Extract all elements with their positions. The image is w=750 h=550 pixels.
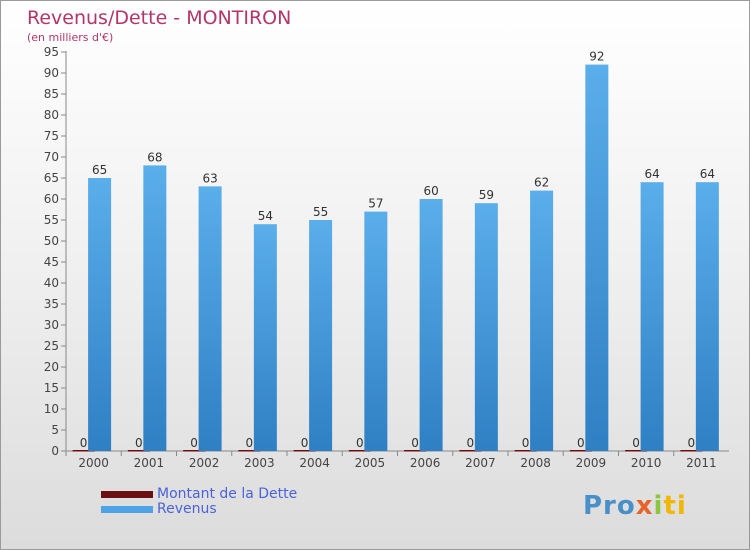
bar-dette (459, 450, 482, 452)
data-label-revenus: 68 (147, 150, 162, 164)
bar-dette (183, 450, 206, 452)
y-tick-label: 20 (44, 360, 59, 374)
bar-dette (680, 450, 703, 452)
bar-dette (72, 450, 95, 452)
data-label-dette: 0 (135, 436, 143, 450)
bar-revenus (530, 190, 554, 451)
data-label-dette: 0 (80, 436, 88, 450)
y-tick-label: 30 (44, 318, 59, 332)
y-tick-label: 10 (44, 402, 59, 416)
data-label-revenus: 92 (589, 50, 604, 64)
bar-dette (625, 450, 648, 452)
y-tick-label: 5 (51, 423, 59, 437)
bar-dette (348, 450, 371, 452)
y-tick-label: 95 (44, 45, 59, 59)
y-tick-label: 80 (44, 108, 59, 122)
bar-dette (569, 450, 592, 452)
y-tick-label: 85 (44, 87, 59, 101)
bar-revenus (364, 211, 388, 451)
data-label-revenus: 62 (534, 176, 549, 190)
y-tick-label: 60 (44, 192, 59, 206)
y-tick-label: 90 (44, 66, 59, 80)
x-tick-label: 2001 (134, 456, 165, 470)
x-tick-label: 2003 (244, 456, 275, 470)
bar-revenus (640, 182, 664, 451)
y-tick-label: 70 (44, 150, 59, 164)
data-label-revenus: 55 (313, 205, 328, 219)
bar-dette (238, 450, 261, 452)
y-tick-label: 45 (44, 255, 59, 269)
x-tick-label: 2005 (355, 456, 386, 470)
data-label-dette: 0 (577, 436, 585, 450)
y-tick-label: 15 (44, 381, 59, 395)
x-tick-label: 2011 (686, 456, 717, 470)
x-tick-label: 2002 (189, 456, 220, 470)
x-tick-label: 2008 (520, 456, 551, 470)
data-label-dette: 0 (632, 436, 640, 450)
legend-swatch-dette (101, 491, 153, 498)
x-tick-label: 2004 (299, 456, 330, 470)
bar-revenus (253, 224, 277, 451)
bar-revenus (309, 220, 333, 451)
bar-revenus (419, 199, 443, 451)
data-label-revenus: 57 (368, 197, 383, 211)
data-label-dette: 0 (467, 436, 475, 450)
y-tick-label: 65 (44, 171, 59, 185)
data-label-dette: 0 (301, 436, 309, 450)
proxiti-logo: Proxiti (583, 491, 687, 521)
x-tick-label: 2007 (465, 456, 496, 470)
chart-subtitle: (en milliers d'€) (27, 31, 114, 44)
data-label-revenus: 65 (92, 163, 107, 177)
data-label-dette: 0 (411, 436, 419, 450)
data-label-dette: 0 (688, 436, 696, 450)
data-label-revenus: 60 (423, 184, 438, 198)
data-label-dette: 0 (356, 436, 364, 450)
y-tick-label: 35 (44, 297, 59, 311)
data-label-revenus: 64 (644, 167, 659, 181)
bar-dette (127, 450, 150, 452)
bar-dette (404, 450, 427, 452)
data-label-revenus: 59 (479, 188, 494, 202)
y-tick-label: 40 (44, 276, 59, 290)
bar-dette (514, 450, 537, 452)
data-label-revenus: 64 (700, 167, 715, 181)
x-tick-label: 2006 (410, 456, 441, 470)
y-tick-label: 55 (44, 213, 59, 227)
y-tick-label: 0 (51, 444, 59, 458)
y-tick-label: 50 (44, 234, 59, 248)
chart-title: Revenus/Dette - MONTIRON (27, 7, 292, 29)
data-label-dette: 0 (246, 436, 254, 450)
data-label-dette: 0 (522, 436, 530, 450)
data-label-revenus: 63 (202, 171, 217, 185)
x-tick-label: 2010 (631, 456, 662, 470)
data-label-revenus: 54 (258, 209, 273, 223)
bar-revenus (585, 64, 609, 451)
data-label-dette: 0 (190, 436, 198, 450)
legend-swatch-revenus (101, 506, 153, 513)
bar-revenus (143, 165, 167, 451)
bar-dette (293, 450, 316, 452)
bar-revenus (474, 203, 498, 451)
legend-label-dette: Montant de la Dette (157, 486, 298, 502)
bar-revenus (198, 186, 222, 451)
x-tick-label: 2009 (576, 456, 607, 470)
bar-revenus (695, 182, 719, 451)
legend-label-revenus: Revenus (157, 501, 217, 517)
y-tick-label: 25 (44, 339, 59, 353)
bar-revenus (88, 178, 112, 451)
y-tick-label: 75 (44, 129, 59, 143)
x-tick-label: 2000 (78, 456, 109, 470)
